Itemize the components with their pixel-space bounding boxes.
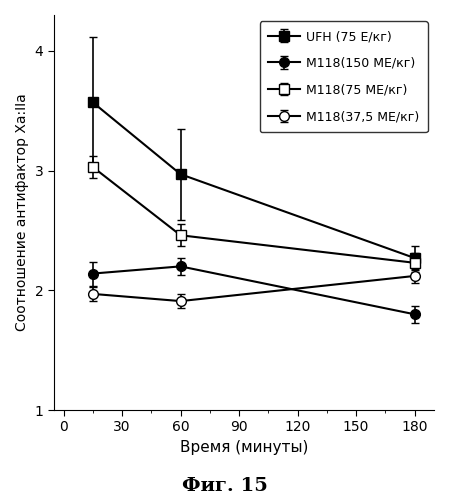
X-axis label: Время (минуты): Время (минуты) <box>180 440 308 455</box>
Legend: UFH (75 Е/кг), М118(150 МЕ/кг), М118(75 МЕ/кг), М118(37,5 МЕ/кг): UFH (75 Е/кг), М118(150 МЕ/кг), М118(75 … <box>260 21 428 132</box>
Text: Фиг. 15: Фиг. 15 <box>181 477 268 495</box>
Y-axis label: Соотношение антифактор Xa:IIa: Соотношение антифактор Xa:IIa <box>15 94 29 332</box>
